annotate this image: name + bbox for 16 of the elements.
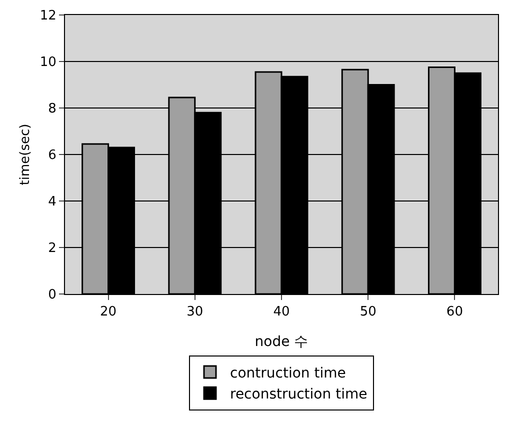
legend-label: reconstruction time [230,386,368,403]
x-tick-label: 40 [273,304,290,320]
x-tick-label: 30 [186,304,204,320]
x-axis-title: node 수 [254,334,308,350]
x-tick-label: 50 [360,304,376,320]
y-tick-label: 10 [40,55,56,70]
y-tick-label: 2 [48,241,56,256]
y-tick-label: 4 [48,194,56,210]
y-tick-label: 6 [48,148,56,164]
x-tick-label: 20 [100,304,117,320]
y-tick-label: 12 [40,8,56,24]
y-tick-label: 8 [48,102,56,117]
y-axis-title: time(sec) [18,124,33,186]
y-tick-label: 0 [48,288,56,303]
legend-label: contruction time [230,365,346,382]
x-tick-label: 60 [446,304,463,320]
